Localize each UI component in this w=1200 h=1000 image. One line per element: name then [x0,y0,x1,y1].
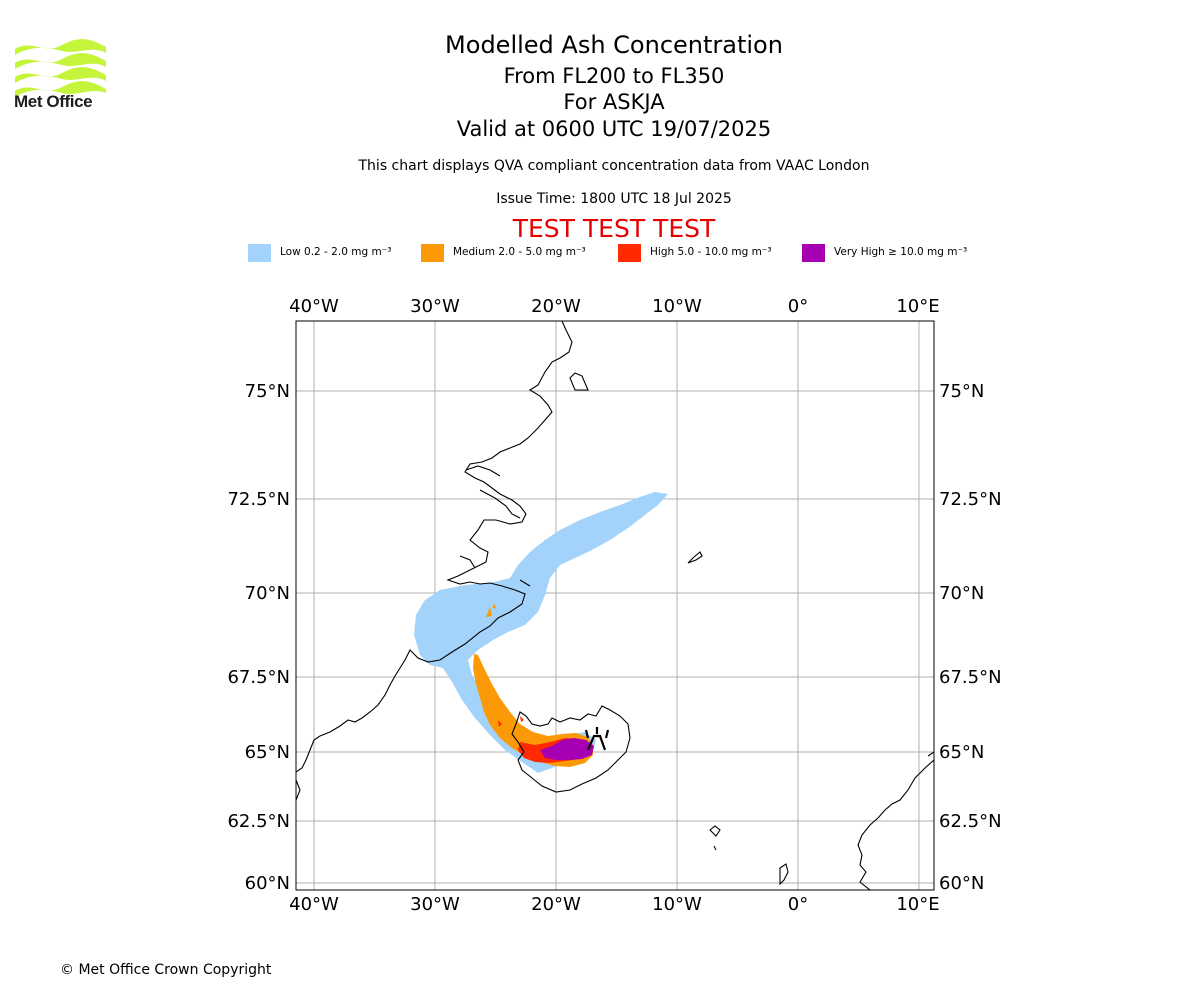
valid-time-subtitle: Valid at 0600 UTC 19/07/2025 [456,117,772,141]
volcano-marker-icon [584,727,610,751]
map-grid [296,321,934,890]
lat-tick-left: 67.5°N [227,667,290,688]
legend-swatch-very-high [802,244,825,262]
lat-tick-right: 62.5°N [939,811,1002,832]
volcano-subtitle: For ASKJA [563,90,665,114]
lat-tick-right: 60°N [939,873,984,894]
issue-time: Issue Time: 1800 UTC 18 Jul 2025 [496,191,732,207]
lon-tick-bottom: 10°W [652,894,702,915]
legend-label-high: High 5.0 - 10.0 mg m⁻³ [650,246,772,258]
map-frame [295,320,935,891]
ash-low-region [414,492,668,773]
lon-tick-top: 20°W [531,296,581,317]
lat-ticks-right: 75°N 72.5°N 70°N 67.5°N 65°N 62.5°N 60°N [939,381,1002,894]
lat-tick-right: 67.5°N [939,667,1002,688]
lat-tick-left: 60°N [245,873,290,894]
lat-tick-right: 75°N [939,381,984,402]
lon-ticks-bottom: 40°W 30°W 20°W 10°W 0° 10°E [289,894,939,915]
description-text: This chart displays QVA compliant concen… [358,158,870,174]
lon-tick-bottom: 20°W [531,894,581,915]
lat-tick-left: 62.5°N [227,811,290,832]
chart-title: Modelled Ash Concentration [445,31,783,59]
lat-tick-right: 70°N [939,583,984,604]
lat-tick-right: 65°N [939,742,984,763]
lon-tick-bottom: 30°W [410,894,460,915]
lon-tick-bottom: 0° [788,894,808,915]
lat-tick-left: 72.5°N [227,489,290,510]
lat-ticks-left: 75°N 72.5°N 70°N 67.5°N 65°N 62.5°N 60°N [227,381,290,894]
flight-level-subtitle: From FL200 to FL350 [503,64,725,88]
ash-medium-spot [486,604,496,617]
lon-ticks-top: 40°W 30°W 20°W 10°W 0° 10°E [289,296,939,317]
lon-tick-top: 40°W [289,296,339,317]
legend: Low 0.2 - 2.0 mg m⁻³ Medium 2.0 - 5.0 mg… [248,244,1008,264]
logo-text: Met Office [14,92,93,111]
lat-tick-left: 65°N [245,742,290,763]
legend-label-medium: Medium 2.0 - 5.0 mg m⁻³ [453,246,586,258]
lon-tick-top: 0° [788,296,808,317]
met-office-logo-icon [15,39,106,97]
lat-tick-left: 70°N [245,583,290,604]
legend-swatch-low [248,244,271,262]
lat-tick-left: 75°N [245,381,290,402]
lon-tick-bottom: 40°W [289,894,339,915]
legend-swatch-medium [421,244,444,262]
lon-tick-top: 10°E [896,296,939,317]
coastlines [296,321,934,890]
legend-label-low: Low 0.2 - 2.0 mg m⁻³ [280,246,392,258]
lon-tick-top: 30°W [410,296,460,317]
legend-swatch-high [618,244,641,262]
lat-tick-right: 72.5°N [939,489,1002,510]
ash-very-high-region [540,738,594,760]
legend-label-very-high: Very High ≥ 10.0 mg m⁻³ [834,246,968,258]
copyright-footer: © Met Office Crown Copyright [60,962,272,978]
lon-tick-top: 10°W [652,296,702,317]
test-banner: TEST TEST TEST [512,214,716,243]
lon-tick-bottom: 10°E [896,894,939,915]
